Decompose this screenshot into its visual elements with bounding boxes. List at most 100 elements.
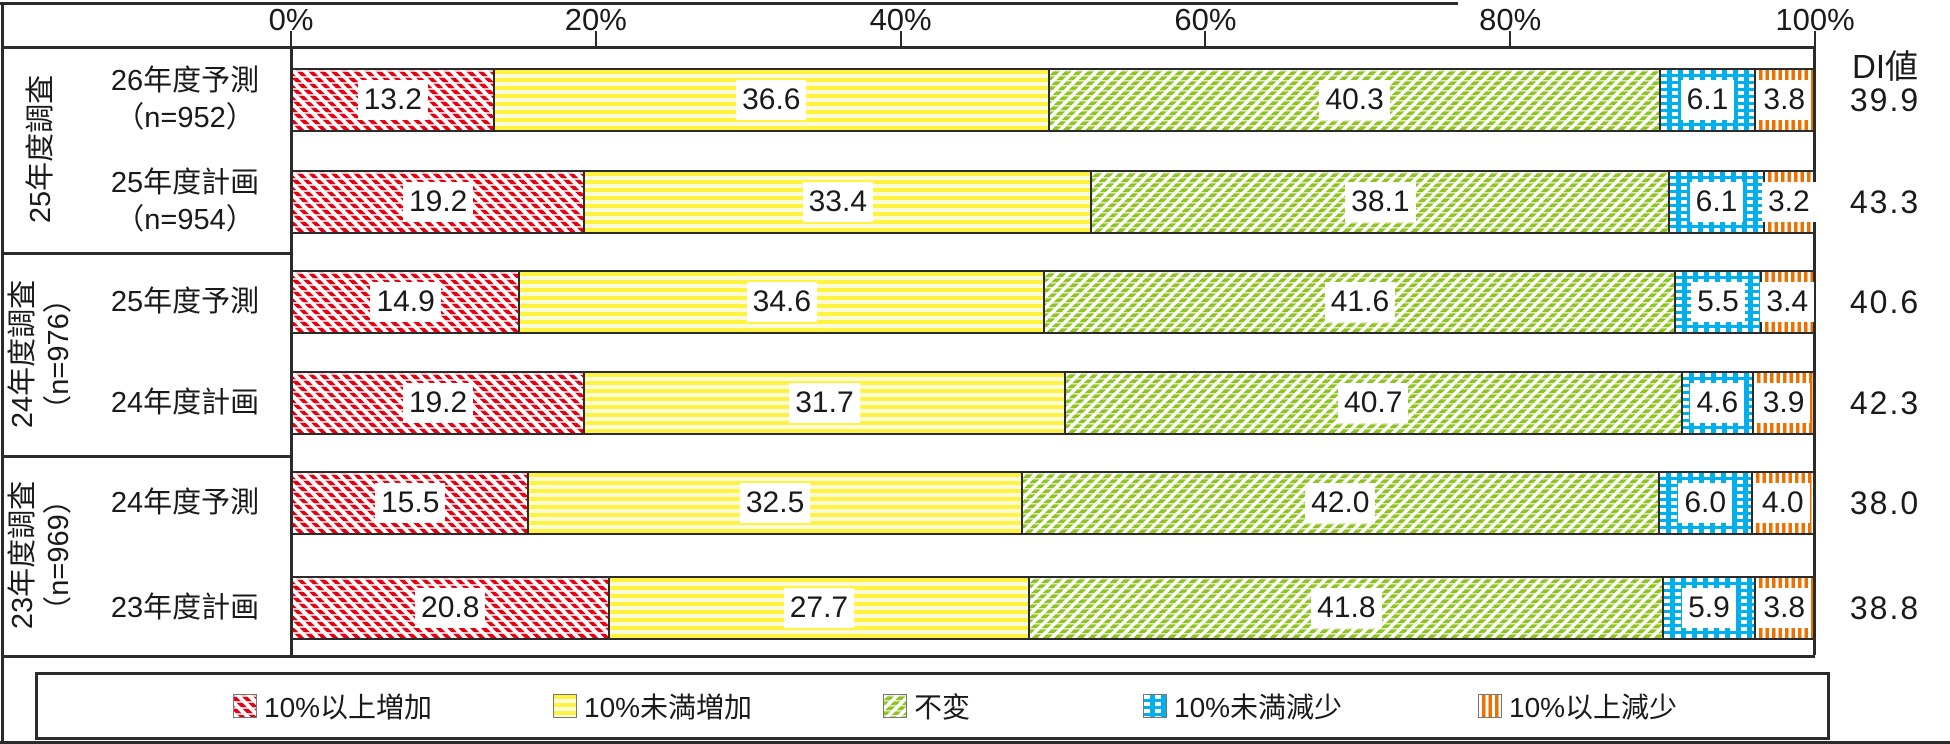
bar-value-label: 20.8 bbox=[415, 588, 486, 628]
row-label: 23年度計画 bbox=[80, 576, 290, 640]
plot-right-line bbox=[1813, 46, 1816, 655]
row-label-line: 26年度予測 bbox=[110, 65, 260, 97]
legend-item: 不変 bbox=[883, 675, 970, 737]
increase-10-plus-legend-marker-icon bbox=[233, 694, 257, 718]
bar-row: 19.2 31.7 40.7 4.6 3.9 bbox=[291, 371, 1815, 435]
bar-value-label: 14.9 bbox=[370, 282, 441, 322]
bar-value-label: 5.9 bbox=[1682, 588, 1736, 628]
legend-item: 10%以上増加 bbox=[233, 675, 432, 737]
bar-row: 13.2 36.6 40.3 6.1 3.8 bbox=[291, 68, 1815, 132]
bar-value-label: 41.6 bbox=[1324, 282, 1396, 322]
bar-segment-decrease-10-plus: 3.9 bbox=[1752, 373, 1813, 433]
x-axis-tick bbox=[899, 31, 902, 46]
x-axis-tick bbox=[1814, 31, 1816, 46]
bar-value-label: 3.9 bbox=[1756, 383, 1811, 423]
x-axis-zero-line bbox=[290, 46, 293, 655]
bar-segment-decrease-10-plus: 4.0 bbox=[1750, 473, 1814, 533]
bar-segment-increase-under-10: 31.7 bbox=[583, 373, 1064, 433]
row-label-line: 25年度予測 bbox=[110, 285, 260, 318]
bar-segment-increase-under-10: 32.5 bbox=[527, 473, 1021, 533]
legend-label: 10%未満減少 bbox=[1174, 692, 1343, 723]
figure-left-border bbox=[1, 2, 4, 743]
bar-value-label: 41.8 bbox=[1311, 588, 1382, 628]
legend-label: 10%以上減少 bbox=[1509, 692, 1678, 723]
unchanged-legend-marker-icon bbox=[883, 694, 907, 718]
bar-segment-increase-under-10: 36.6 bbox=[492, 70, 1048, 130]
bar-segment-increase-10-plus: 19.2 bbox=[293, 373, 584, 433]
bar-segment-decrease-10-plus: 3.4 bbox=[1759, 272, 1815, 332]
decrease-under-10-legend-marker-icon bbox=[1143, 694, 1167, 718]
row-label-line: 25年度計画 bbox=[110, 167, 260, 199]
legend-item: 10%未満増加 bbox=[553, 675, 752, 737]
bar-value-label: 15.5 bbox=[374, 483, 446, 523]
bar-segment-decrease-under-10: 4.6 bbox=[1680, 373, 1753, 433]
bar-segment-increase-10-plus: 20.8 bbox=[293, 578, 608, 638]
group-separator bbox=[2, 455, 291, 458]
bar-value-label: 6.1 bbox=[1689, 182, 1744, 222]
di-value: 40.6 bbox=[1849, 283, 1921, 320]
row-label: 26年度予測 （n=952） bbox=[80, 65, 290, 134]
bar-segment-unchanged: 38.1 bbox=[1090, 172, 1669, 232]
bar-value-label: 5.5 bbox=[1691, 282, 1745, 322]
bar-segment-increase-under-10: 33.4 bbox=[583, 172, 1091, 232]
bar-segment-decrease-10-plus: 3.8 bbox=[1753, 70, 1813, 130]
bar-value-label: 6.1 bbox=[1680, 80, 1735, 120]
bar-value-label: 19.2 bbox=[402, 383, 474, 423]
bar-value-label: 4.0 bbox=[1755, 483, 1810, 523]
plot-bottom-line bbox=[2, 655, 1815, 658]
bar-segment-decrease-under-10: 5.5 bbox=[1674, 272, 1760, 332]
group-label-line: （n=976） bbox=[43, 283, 76, 424]
group-label-line: 23年度調査 bbox=[7, 480, 40, 630]
bar-row: 14.9 34.6 41.6 5.5 3.4 bbox=[291, 270, 1815, 334]
decrease-10-plus-legend-marker-icon bbox=[1478, 694, 1502, 718]
row-label-line: （n=952） bbox=[115, 102, 255, 134]
bar-value-label: 27.7 bbox=[783, 588, 855, 628]
bar-segment-decrease-under-10: 5.9 bbox=[1662, 578, 1754, 638]
bar-value-label: 40.7 bbox=[1338, 383, 1409, 423]
row-label: 24年度計画 bbox=[80, 371, 290, 435]
bar-row: 19.2 33.4 38.1 6.1 3.2 bbox=[291, 170, 1816, 234]
bar-segment-increase-under-10: 34.6 bbox=[518, 272, 1044, 332]
bar-value-label: 13.2 bbox=[357, 80, 428, 120]
bar-value-label: 3.8 bbox=[1757, 588, 1812, 628]
group-label-line: 24年度調査 bbox=[7, 279, 40, 428]
group-label: 24年度調査 （n=976） bbox=[5, 279, 77, 427]
increase-under-10-legend-marker-icon bbox=[553, 694, 577, 718]
group-label-cell: 23年度調査 （n=969） bbox=[2, 455, 80, 655]
bar-value-label: 3.2 bbox=[1761, 182, 1816, 222]
group-label-line: （n=969） bbox=[43, 485, 76, 625]
bar-value-label: 6.0 bbox=[1678, 483, 1733, 523]
legend-label: 不変 bbox=[914, 692, 971, 723]
bar-value-label: 32.5 bbox=[739, 483, 811, 523]
bar-value-label: 33.4 bbox=[802, 182, 873, 222]
bar-row: 15.5 32.5 42.0 6.0 4.0 bbox=[291, 471, 1815, 535]
legend: 10%以上増加 10%未満増加 不変 10%未満減少 10%以上減少 bbox=[35, 672, 1830, 740]
x-axis-tick bbox=[594, 31, 597, 46]
bar-segment-increase-10-plus: 15.5 bbox=[293, 473, 528, 533]
bar-value-label: 19.2 bbox=[402, 182, 474, 222]
bar-value-label: 34.6 bbox=[746, 282, 818, 322]
bar-segment-decrease-10-plus: 3.2 bbox=[1761, 172, 1816, 232]
row-label-line: 24年度予測 bbox=[110, 486, 260, 519]
bar-value-label: 40.3 bbox=[1319, 80, 1390, 120]
legend-item: 10%以上減少 bbox=[1478, 675, 1677, 737]
bar-segment-unchanged: 40.3 bbox=[1047, 70, 1660, 130]
di-value: 38.0 bbox=[1849, 484, 1921, 521]
bar-segment-increase-10-plus: 14.9 bbox=[293, 272, 519, 332]
x-axis-tick bbox=[290, 31, 292, 46]
group-label-line: 25年度調査 bbox=[25, 74, 58, 224]
bar-value-label: 36.6 bbox=[736, 80, 807, 120]
bar-value-label: 42.0 bbox=[1305, 483, 1376, 523]
figure-bottom-border bbox=[0, 741, 1950, 744]
group-label: 25年度調査 bbox=[23, 75, 59, 223]
x-axis-tick bbox=[1204, 31, 1207, 46]
x-axis-tick bbox=[1509, 31, 1512, 46]
bar-segment-unchanged: 40.7 bbox=[1063, 373, 1681, 433]
bar-segment-unchanged: 42.0 bbox=[1020, 473, 1658, 533]
row-label-line: （n=954） bbox=[115, 204, 255, 236]
bar-segment-increase-10-plus: 13.2 bbox=[293, 70, 493, 130]
group-label-cell: 24年度調査 （n=976） bbox=[2, 252, 80, 455]
bar-segment-decrease-under-10: 6.0 bbox=[1657, 473, 1751, 533]
bar-value-label: 31.7 bbox=[789, 383, 860, 423]
bar-segment-unchanged: 41.8 bbox=[1028, 578, 1663, 638]
